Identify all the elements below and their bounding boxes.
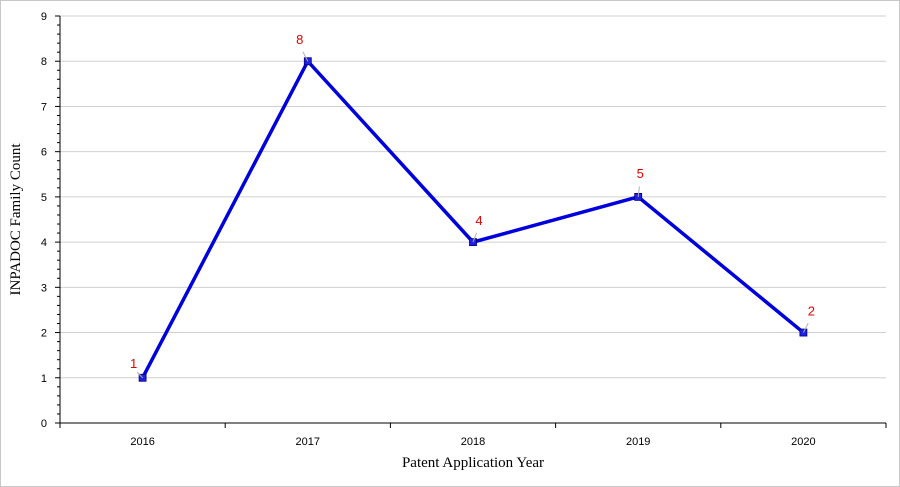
y-tick-label: 7 [41, 101, 47, 113]
data-label-leader [802, 322, 809, 333]
y-tick-label: 0 [41, 418, 47, 430]
data-label: 8 [296, 32, 303, 47]
data-label: 2 [808, 304, 815, 319]
series-line [141, 58, 805, 379]
data-label: 5 [637, 166, 644, 181]
y-tick-label: 2 [41, 328, 47, 340]
x-tick-label: 2020 [791, 436, 815, 448]
y-tick-label: 6 [41, 147, 47, 159]
y-tick-label: 1 [41, 373, 47, 385]
data-label: 1 [130, 356, 137, 371]
x-tick-label: 2016 [130, 436, 154, 448]
data-label-leader [136, 371, 143, 379]
x-tick-label: 2018 [461, 436, 485, 448]
y-axis-title: INPADOC Family Count [8, 143, 24, 296]
x-axis-ticks: 2016 2017 2018 2019 2020 [59, 423, 887, 448]
data-label: 4 [475, 213, 482, 228]
data-label-leader [302, 51, 309, 62]
axes [59, 16, 886, 424]
y-tick-label: 3 [41, 282, 47, 294]
y-tick-label: 5 [41, 192, 47, 204]
y-axis-ticks: 0 1 2 3 4 5 6 7 8 9 [41, 11, 60, 430]
data-label-leader [472, 232, 478, 243]
y-tick-label: 4 [41, 237, 47, 249]
data-label-leader [637, 186, 640, 197]
gridlines [60, 15, 886, 379]
x-axis-title: Patent Application Year [402, 455, 544, 471]
y-tick-label: 9 [41, 11, 47, 23]
data-labels: 1 8 4 5 2 [130, 32, 815, 379]
x-tick-label: 2017 [296, 436, 320, 448]
y-tick-label: 8 [41, 56, 47, 68]
x-tick-label: 2019 [626, 436, 650, 448]
